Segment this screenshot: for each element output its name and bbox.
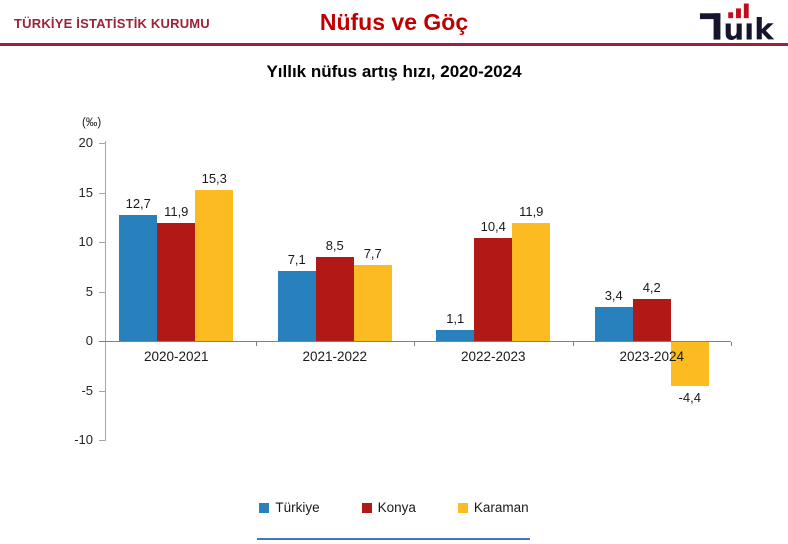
value-label: 11,9 — [164, 204, 189, 220]
value-label: 12,7 — [125, 196, 151, 212]
legend-swatch — [259, 502, 270, 513]
category-label: 2023-2024 — [619, 349, 685, 364]
bar-türkiye-2023-2024 — [594, 307, 633, 341]
legend-swatch — [457, 502, 468, 513]
legend-label: Konya — [377, 500, 416, 515]
legend-item-konya: Konya — [361, 500, 416, 515]
y-tick-label: 15 — [78, 184, 93, 200]
x-axis-boundary-tick — [414, 342, 415, 346]
legend-item-türkiye: Türkiye — [259, 500, 320, 515]
y-tick-mark — [99, 192, 105, 194]
value-label: -4,4 — [678, 389, 701, 405]
bar-türkiye-2020-2021 — [119, 215, 158, 341]
y-tick-label: 10 — [78, 234, 93, 249]
bar-türkiye-2022-2023 — [436, 330, 475, 341]
y-tick-mark — [99, 143, 105, 144]
value-label: 1,1 — [446, 311, 465, 327]
header-divider — [0, 43, 788, 46]
value-label: 11,9 — [519, 204, 544, 220]
x-axis-boundary-tick — [572, 342, 574, 346]
value-label: 7,1 — [287, 251, 306, 267]
x-axis-boundary-tick — [731, 342, 732, 346]
value-label: 4,2 — [642, 280, 661, 296]
chart-title: Yıllık nüfus artış hızı, 2020-2024 — [266, 62, 522, 81]
x-axis-boundary-tick — [255, 342, 257, 346]
y-tick-mark — [99, 390, 105, 392]
bar-karaman-2023-2024 — [670, 342, 709, 386]
y-axis-unit-label: (‰) — [82, 117, 102, 129]
page-title: Nüfus ve Göç — [319, 9, 469, 35]
legend-label: Türkiye — [275, 500, 320, 515]
category-label: 2021-2022 — [302, 349, 368, 364]
bar-karaman-2020-2021 — [195, 189, 234, 341]
bar-türkiye-2021-2022 — [277, 270, 316, 341]
y-tick-label: 0 — [85, 333, 93, 348]
bar-karaman-2022-2023 — [512, 223, 551, 341]
value-label: 10,4 — [480, 219, 506, 235]
legend: Türkiye Konya Karaman — [0, 500, 788, 515]
y-tick-label: 5 — [85, 283, 93, 299]
x-axis-line — [99, 341, 731, 342]
legend-item-karaman: Karaman — [457, 500, 529, 515]
y-tick-label: -5 — [81, 382, 93, 398]
org-title: TÜRKİYE İSTATİSTİK KURUMU — [14, 16, 210, 31]
tuik-logo: uık — [699, 3, 775, 45]
y-tick-mark — [99, 291, 105, 293]
value-label: 8,5 — [325, 237, 344, 253]
bar-konya-2021-2022 — [315, 256, 354, 341]
y-tick-label: -10 — [74, 432, 93, 447]
y-tick-mark — [99, 242, 105, 243]
y-tick-label: 20 — [78, 135, 93, 150]
bar-konya-2020-2021 — [157, 223, 196, 341]
legend-label: Karaman — [473, 500, 529, 515]
y-tick-mark — [99, 440, 105, 441]
value-label: 3,4 — [604, 288, 623, 304]
y-axis-line — [105, 141, 106, 441]
category-label: 2020-2021 — [143, 349, 209, 364]
bar-konya-2023-2024 — [632, 299, 671, 341]
footer-accent-line — [257, 538, 530, 540]
value-label: 15,3 — [201, 170, 227, 186]
value-label: 7,7 — [363, 245, 382, 261]
bar-karaman-2021-2022 — [353, 264, 392, 341]
category-label: 2022-2023 — [460, 349, 526, 364]
bar-konya-2022-2023 — [474, 238, 513, 341]
legend-swatch — [361, 502, 372, 513]
